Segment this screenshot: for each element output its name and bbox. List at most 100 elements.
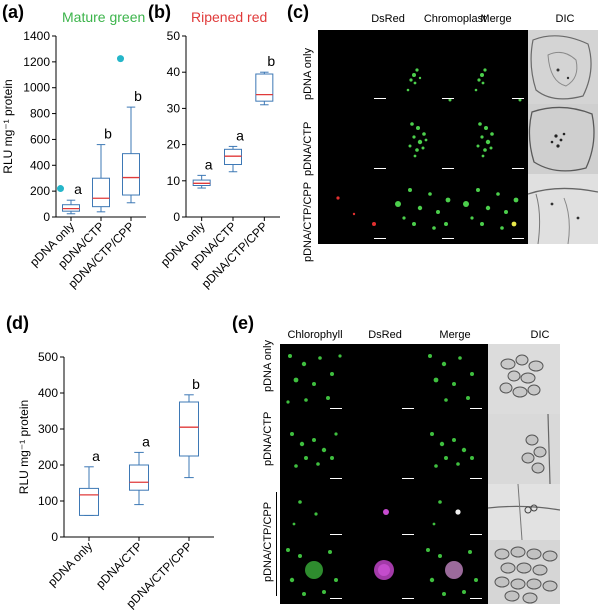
b-letter-1: a — [236, 127, 244, 143]
b-box-2: b — [255, 53, 275, 106]
chlorophyll-signal — [286, 354, 342, 404]
a-ylabel: RLU mg⁻¹ protein — [1, 79, 15, 173]
chlorophyll-signal — [292, 500, 318, 526]
b-ytick-label-2: 20 — [167, 138, 181, 152]
merge-signal — [474, 68, 522, 102]
b-ytick-label-4: 40 — [167, 65, 181, 79]
micro-c-r2-dsred — [318, 104, 390, 174]
micro-e-r4-dsred — [348, 540, 420, 604]
merge-signal — [428, 354, 474, 402]
d-ytick-label-0: 0 — [51, 530, 58, 544]
d-iqr-0 — [79, 487, 99, 516]
panel-e-row-3: pDNA/CTP/CPP — [262, 501, 274, 582]
a-ytick-label-3: 600 — [30, 132, 50, 146]
dic-texture — [528, 30, 598, 104]
micro-c-r3-dsred — [318, 174, 390, 244]
micro-c-r3-merge — [458, 174, 528, 244]
d-letter-0: a — [92, 448, 100, 464]
a-ytick-label-6: 1200 — [23, 55, 50, 69]
micro-e-r1-merge — [420, 344, 488, 414]
b-box-0: a — [192, 156, 213, 189]
b-box-1: a — [224, 127, 244, 173]
d-category-1: pDNA/CTP — [93, 539, 145, 591]
a-iqr-1 — [92, 177, 110, 208]
a-ytick-label-2: 400 — [30, 158, 50, 172]
micro-c-r1-merge — [458, 30, 528, 104]
panel-c-col-dic: DIC — [555, 13, 575, 25]
d-letter-1: a — [142, 433, 150, 449]
d-ytick-label-3: 300 — [38, 422, 58, 436]
panel-e-label: (e) — [232, 313, 254, 333]
micro-c-r2-chromoplast — [390, 104, 458, 174]
micro-c-r1-chromoplast — [390, 30, 458, 104]
a-ytick-label-1: 200 — [30, 184, 50, 198]
micro-e-r3-merge — [420, 484, 488, 540]
d-category-0: pDNA only — [45, 539, 95, 589]
micro-c-r2-dic — [528, 104, 598, 174]
a-outlier-0-0 — [57, 185, 64, 193]
a-ytick-label-5: 1000 — [23, 81, 50, 95]
micro-e-r2-dic — [488, 414, 560, 484]
a-ytick-label-0: 0 — [43, 210, 50, 224]
d-iqr-1 — [129, 464, 149, 491]
panel-d-label: (d) — [6, 313, 29, 333]
dic-texture — [528, 104, 598, 174]
dic-texture — [488, 540, 560, 604]
panel-e-col-merge: Merge — [439, 329, 471, 341]
micro-e-r4-merge — [420, 540, 488, 604]
dic-texture — [488, 344, 560, 414]
micro-c-r2-merge — [458, 104, 528, 174]
dsred-signal — [374, 560, 394, 580]
panel-e-row-2: pDNA/CTP — [262, 411, 274, 466]
micro-e-r2-merge — [420, 414, 488, 484]
panel-e-row-bracket — [276, 492, 277, 596]
d-ytick-label-4: 400 — [38, 386, 58, 400]
panel-e-row-1: pDNA only — [262, 340, 274, 392]
d-box-1: a — [129, 433, 150, 506]
d-ytick-label-1: 100 — [38, 494, 58, 508]
dsred-signal — [383, 509, 389, 515]
panel-e-col-chlorophyll: Chlorophyll — [287, 329, 343, 341]
chromoplast-signal — [406, 68, 452, 102]
chromoplast-signal — [395, 188, 451, 230]
b-letter-0: a — [205, 156, 213, 172]
micro-c-r3-dic — [528, 174, 598, 244]
b-ytick-label-0: 0 — [173, 210, 180, 224]
merge-signal — [426, 548, 478, 596]
a-box-1: b — [92, 126, 112, 213]
panel-a-label: (a) — [2, 2, 24, 22]
panel-c-row-3: pDNA/CTP/CPP — [302, 181, 314, 262]
chart-d: 0 100 200 300 400 500 RLU mg⁻¹ protein pDNA onl… — [17, 350, 214, 611]
a-iqr-2 — [122, 153, 140, 196]
panel-c-col-dsred: DsRed — [371, 13, 405, 25]
a-letter-0: a — [74, 181, 82, 197]
micro-e-r1-chlorophyll — [280, 344, 348, 414]
b-ytick-label-1: 10 — [167, 174, 181, 188]
chlorophyll-signal — [290, 432, 338, 468]
dic-texture — [528, 174, 598, 244]
dsred-signal — [336, 196, 376, 226]
micro-c-r1-dsred — [318, 30, 390, 104]
panel-c-row-2: pDNA/CTP — [302, 121, 314, 176]
dic-texture — [488, 414, 560, 484]
panel-e-col-dic: DIC — [530, 329, 550, 341]
a-outlier-2-0 — [117, 55, 124, 63]
micro-e-r1-dsred — [348, 344, 420, 414]
d-letter-2: b — [192, 376, 200, 392]
chromoplast-signal — [408, 122, 428, 158]
panel-c-col-chromoplast: Chromoplast — [423, 13, 487, 25]
a-ytick-label-4: 800 — [30, 107, 50, 121]
d-box-2: b — [179, 376, 200, 479]
micro-e-r3-dic — [488, 484, 560, 540]
d-ytick-label-2: 200 — [38, 458, 58, 472]
chart-a: 0 200 400 600 800 1000 1200 1400 RLU mg⁻¹ protei… — [1, 29, 146, 291]
panel-b-label: (b) — [148, 2, 171, 22]
micro-e-r3-dsred — [348, 484, 420, 540]
b-iqr-1 — [224, 148, 242, 166]
merge-signal — [430, 432, 474, 468]
b-iqr-2 — [255, 73, 274, 102]
merge-signal — [432, 500, 461, 526]
panel-c-col-merge: Merge — [480, 13, 512, 25]
b-ytick-label-5: 50 — [167, 29, 181, 43]
